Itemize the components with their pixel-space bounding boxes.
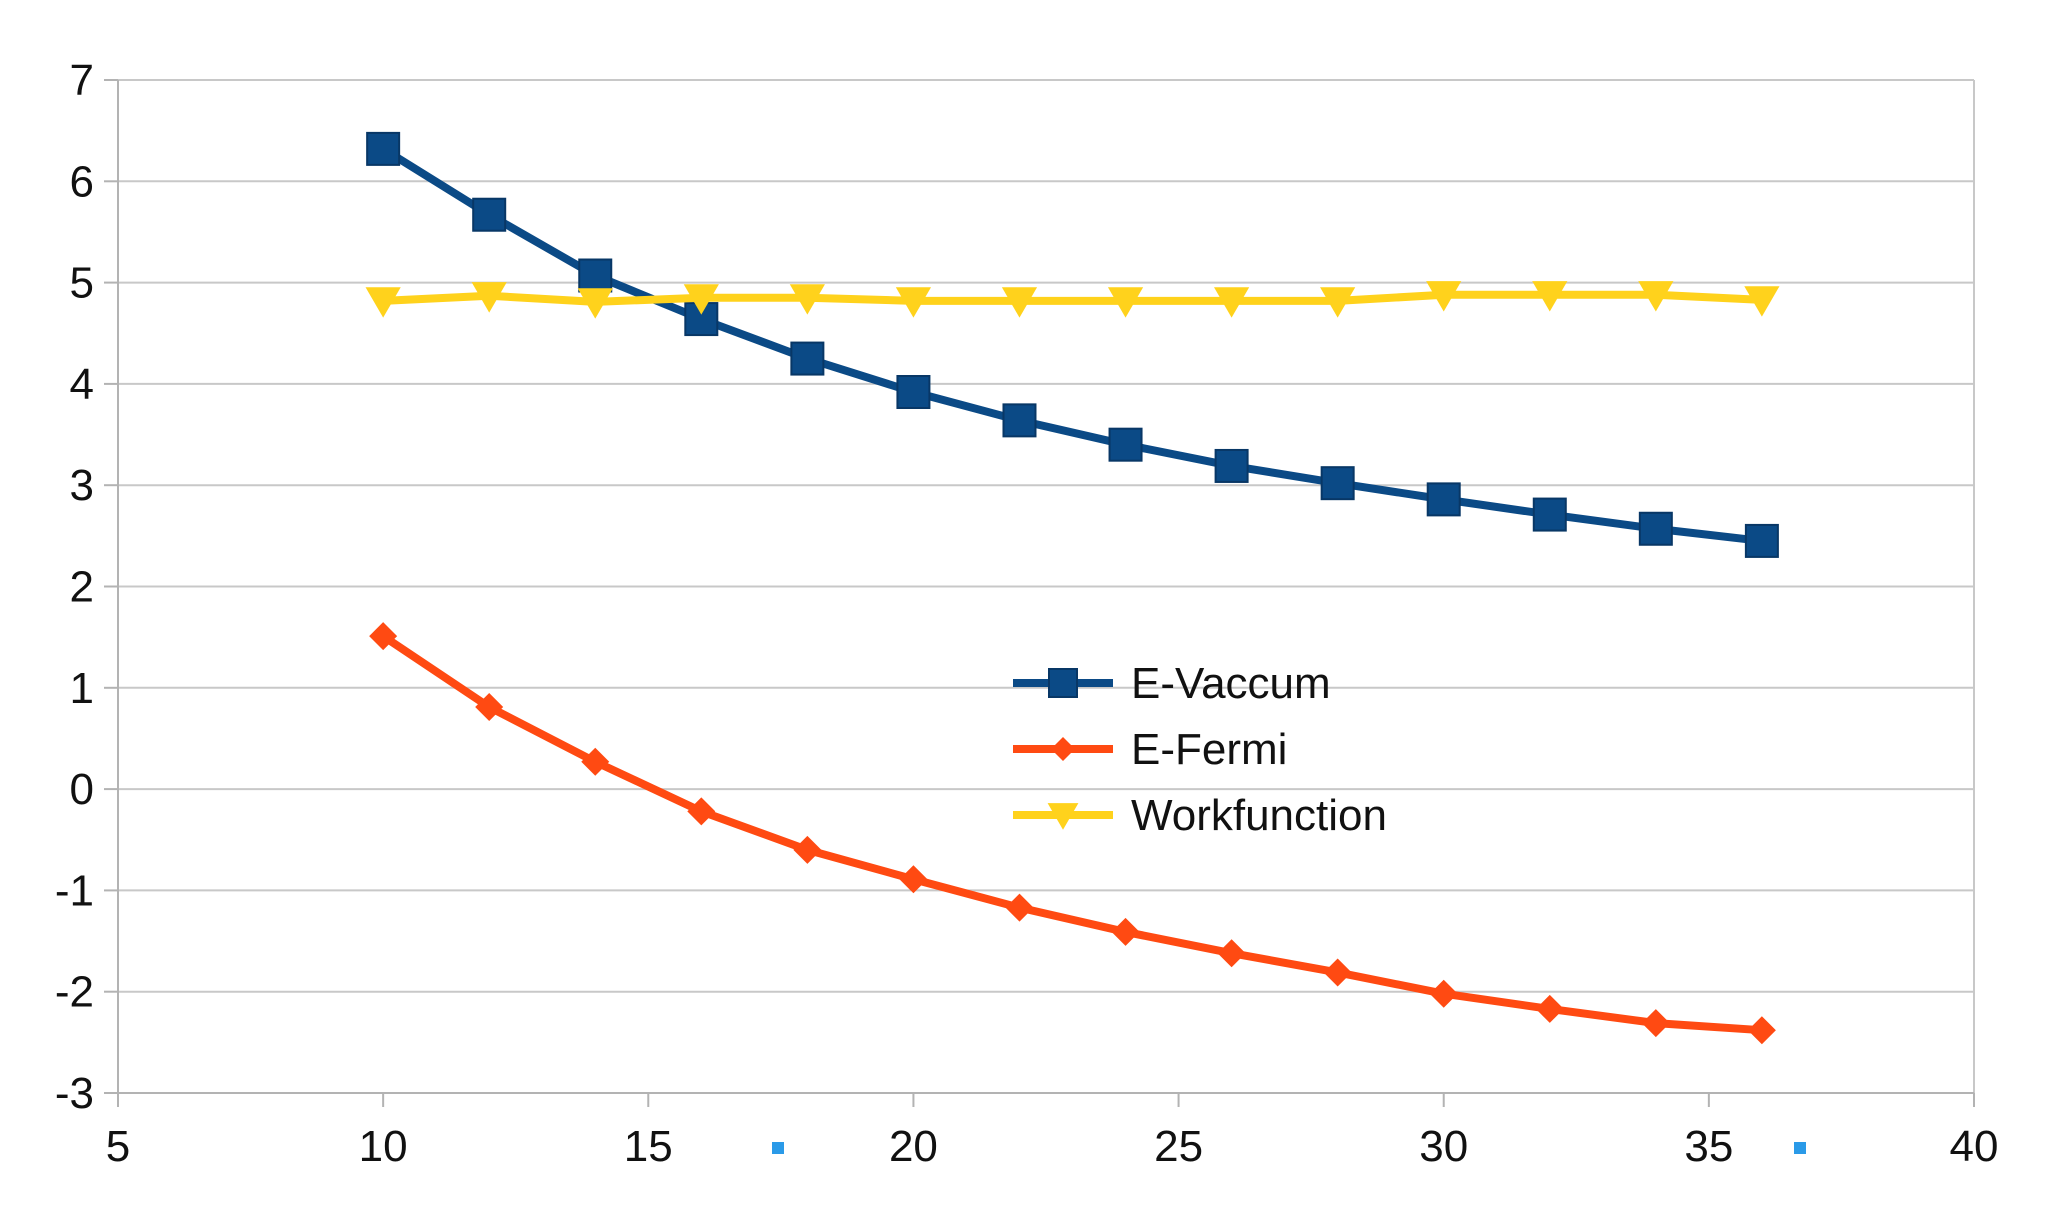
axes xyxy=(104,79,1975,1107)
series-e-fermi xyxy=(369,622,1776,1045)
data-point-diamond xyxy=(1641,1009,1670,1038)
data-point-diamond xyxy=(1535,994,1564,1023)
series-workfunction xyxy=(365,281,1780,319)
data-point-triangle xyxy=(1744,286,1780,317)
legend-label: Workfunction xyxy=(1131,791,1387,840)
data-point-triangle xyxy=(789,284,825,315)
data-point-diamond xyxy=(369,622,398,651)
data-point-square xyxy=(578,258,613,293)
data-point-square xyxy=(1426,482,1461,517)
grid-lines xyxy=(118,79,1974,1094)
x-tick-label: 30 xyxy=(1419,1122,1468,1171)
x-tick-label: 15 xyxy=(624,1122,673,1171)
data-point-diamond xyxy=(1217,939,1246,968)
data-point-square xyxy=(1108,427,1143,462)
data-point-triangle xyxy=(1532,281,1568,312)
data-point-diamond xyxy=(1429,979,1458,1008)
data-point-triangle xyxy=(895,287,932,318)
data-point-square xyxy=(896,375,931,410)
y-tick-label: 3 xyxy=(70,461,94,510)
selection-handle[interactable] xyxy=(772,1142,784,1154)
data-point-square xyxy=(790,341,825,376)
data-point-square xyxy=(1048,668,1078,698)
y-tick-label: 4 xyxy=(70,360,94,409)
x-tick-label: 5 xyxy=(106,1122,130,1171)
legend-entry: E-Vaccum xyxy=(1013,659,1331,708)
data-point-square xyxy=(1532,497,1567,532)
tick-labels: -3 -2 -1 0 1 2 3 4 5 6 7 5 10 15 20 25 30 35 40 xyxy=(55,56,1999,1171)
data-point-triangle xyxy=(1214,287,1250,318)
data-point-triangle xyxy=(1426,281,1462,312)
series-line xyxy=(379,632,1766,1035)
data-point-triangle xyxy=(1638,281,1674,312)
data-point-diamond xyxy=(475,693,504,722)
data-point-triangle xyxy=(577,288,613,319)
y-tick-label: -2 xyxy=(55,968,94,1017)
data-point-triangle xyxy=(365,287,401,318)
data-point-triangle xyxy=(1107,287,1144,318)
data-point-diamond xyxy=(687,797,716,826)
data-point-triangle xyxy=(1047,803,1079,830)
series-e-vaccum xyxy=(366,131,1779,558)
legend-label: E-Vaccum xyxy=(1131,659,1331,708)
y-tick-label: 6 xyxy=(70,157,94,206)
y-tick-label: -1 xyxy=(55,866,94,915)
y-tick-label: 2 xyxy=(70,563,94,612)
data-point-square xyxy=(366,131,401,166)
series-line xyxy=(379,144,1766,545)
data-point-square xyxy=(1214,448,1249,483)
data-point-diamond xyxy=(1323,958,1352,987)
y-tick-label: 0 xyxy=(70,765,94,814)
data-point-square xyxy=(1744,523,1779,558)
series-line xyxy=(379,290,1766,306)
data-point-triangle xyxy=(1001,287,1038,318)
data-point-square xyxy=(684,302,719,337)
selection-handles xyxy=(772,1142,1806,1154)
y-tick-label: -3 xyxy=(55,1069,94,1118)
data-point-square xyxy=(1320,466,1355,501)
legend-entry: E-Fermi xyxy=(1013,725,1287,774)
y-tick-label: 7 xyxy=(70,56,94,105)
data-point-diamond xyxy=(1111,917,1140,946)
legend-label: E-Fermi xyxy=(1131,725,1287,774)
data-point-diamond xyxy=(1005,893,1034,922)
data-point-diamond xyxy=(1051,737,1075,761)
data-point-triangle xyxy=(1320,287,1356,318)
data-point-diamond xyxy=(793,835,822,864)
data-point-diamond xyxy=(1747,1016,1776,1045)
legend: E-Vaccum E-Fermi Workfunction xyxy=(1013,659,1387,840)
data-point-diamond xyxy=(581,747,610,776)
x-tick-label: 35 xyxy=(1684,1122,1733,1171)
x-tick-label: 10 xyxy=(359,1122,408,1171)
y-tick-label: 5 xyxy=(70,259,94,308)
data-point-diamond xyxy=(899,865,928,894)
data-point-triangle xyxy=(471,282,507,313)
data-point-square xyxy=(472,197,507,232)
selection-handle[interactable] xyxy=(1794,1142,1806,1154)
legend-entry: Workfunction xyxy=(1013,791,1387,840)
x-tick-label: 40 xyxy=(1950,1122,1999,1171)
data-point-triangle xyxy=(683,284,719,315)
data-point-square xyxy=(1002,403,1037,438)
x-tick-label: 25 xyxy=(1154,1122,1203,1171)
y-tick-label: 1 xyxy=(70,664,94,713)
data-series xyxy=(365,131,1780,1045)
x-tick-label: 20 xyxy=(889,1122,938,1171)
data-point-square xyxy=(1638,511,1673,546)
